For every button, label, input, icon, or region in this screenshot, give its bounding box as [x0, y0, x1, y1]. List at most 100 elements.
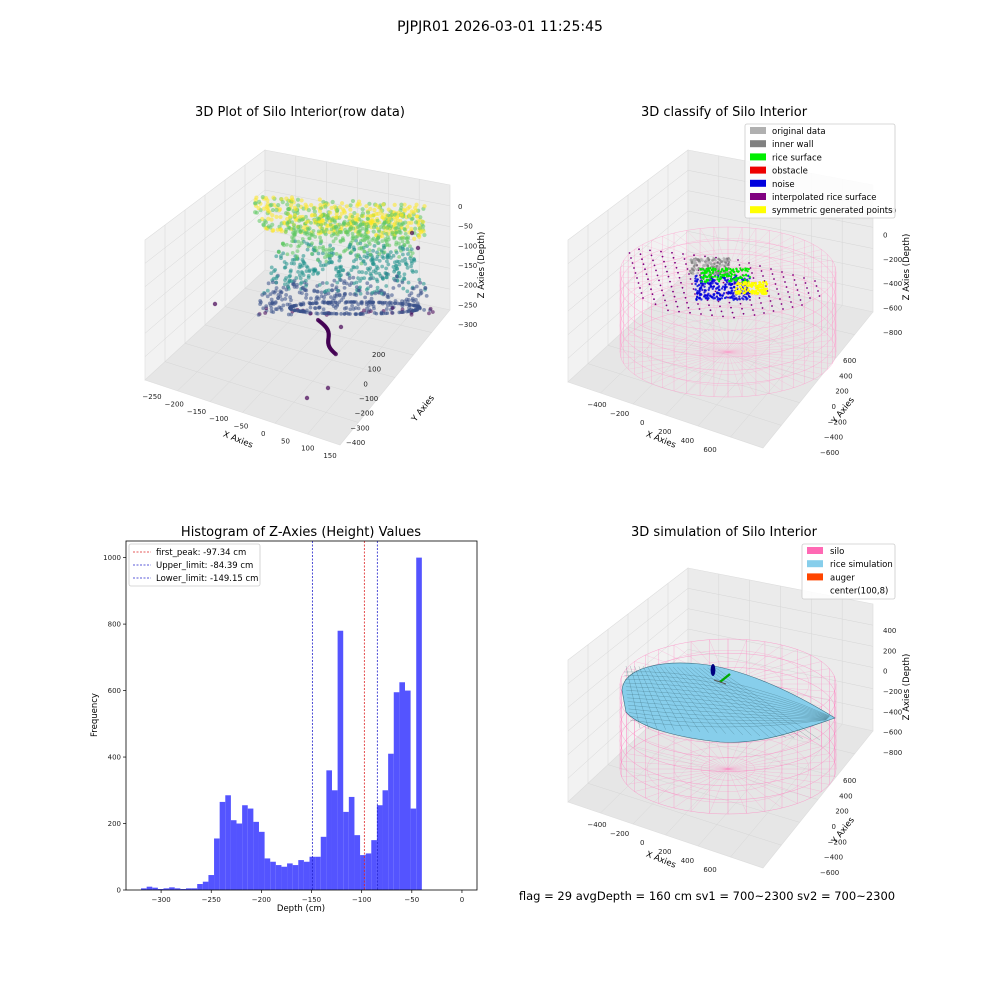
rice-point — [741, 268, 744, 272]
data-point — [212, 301, 218, 307]
data-point — [288, 295, 293, 299]
data-point — [342, 279, 347, 284]
interpolated-point — [782, 308, 784, 310]
noise-point — [698, 296, 701, 300]
x-axis-label: Depth (cm) — [277, 904, 325, 914]
interpolated-point — [659, 284, 662, 287]
data-point — [253, 197, 258, 203]
data-point — [351, 259, 356, 264]
noise-point — [730, 289, 733, 293]
data-point — [386, 295, 391, 300]
data-point — [269, 265, 274, 270]
legend-label: auger — [830, 573, 855, 583]
interpolated-point — [673, 295, 676, 298]
histogram-bar — [169, 887, 175, 890]
data-point — [265, 288, 270, 293]
auger — [710, 664, 731, 685]
noise-point — [707, 288, 710, 292]
mesh-line — [625, 665, 641, 729]
data-point — [347, 276, 352, 281]
tick-label: 600 — [843, 777, 856, 785]
data-point — [409, 247, 414, 252]
tick-label: −150 — [187, 408, 206, 416]
data-point — [295, 197, 301, 202]
auger-shaft — [713, 679, 727, 685]
suptitle: PJPJR01 2026-03-01 11:25:45 — [397, 19, 603, 35]
symmetric-point — [744, 280, 747, 284]
symmetric-point — [737, 290, 740, 293]
interpolated-point — [704, 255, 706, 258]
data-point — [321, 199, 326, 205]
data-point — [428, 306, 433, 311]
rice-point — [710, 268, 713, 272]
classified-points — [628, 248, 821, 319]
x-tick-labels: −400 −200 0 200 400 600 — [587, 401, 716, 454]
data-point — [270, 228, 275, 233]
data-point — [366, 286, 370, 291]
interpolated-point — [674, 261, 676, 264]
symmetric-point — [738, 283, 742, 286]
y-tick-labels: 200 1000 −100 −200 −300 −400 — [346, 351, 385, 447]
data-point — [387, 216, 391, 221]
data-point — [389, 255, 393, 260]
interpolated-point — [762, 275, 764, 277]
data-point — [297, 214, 302, 219]
data-point — [362, 249, 367, 254]
data-point — [396, 259, 401, 264]
data-point — [274, 286, 279, 290]
data-point — [283, 230, 288, 234]
data-point — [390, 230, 395, 235]
rice-point — [711, 271, 714, 274]
noise-point — [718, 288, 721, 292]
data-point — [393, 231, 398, 236]
wall-point — [715, 264, 718, 268]
data-point — [386, 255, 390, 260]
data-point — [367, 248, 372, 253]
rice-point — [703, 280, 706, 283]
data-point — [269, 217, 274, 222]
mesh-line — [660, 666, 709, 733]
histogram-bars — [141, 557, 422, 890]
data-point — [370, 257, 375, 262]
data-point — [395, 214, 400, 219]
interpolated-point — [795, 284, 797, 286]
data-point — [282, 220, 287, 225]
noise-point — [711, 278, 714, 281]
interpolated-point — [677, 271, 679, 274]
data-point — [330, 260, 334, 265]
mesh-line — [627, 697, 828, 719]
data-point — [333, 352, 338, 357]
data-point — [370, 219, 375, 224]
data-point — [261, 206, 267, 211]
data-point — [394, 240, 399, 245]
data-point — [405, 247, 410, 252]
data-point — [274, 280, 279, 285]
data-point — [283, 297, 288, 301]
data-point — [356, 288, 361, 293]
data-point — [380, 254, 385, 259]
interpolated-point — [771, 305, 773, 307]
rice-point — [743, 278, 747, 281]
data-point — [278, 305, 283, 310]
data-point — [348, 203, 353, 208]
data-point — [271, 195, 276, 200]
wall-point — [690, 260, 694, 264]
mesh-line — [628, 705, 828, 719]
noise-point — [738, 298, 742, 301]
data-point — [409, 226, 414, 231]
auger-green — [719, 673, 731, 683]
data-point — [292, 257, 297, 262]
data-point — [380, 276, 385, 281]
interpolated-point — [763, 312, 765, 314]
symmetric-point — [748, 290, 752, 294]
data-point — [292, 282, 296, 287]
data-point — [377, 259, 382, 263]
noise-point — [730, 291, 733, 295]
histogram-bar — [281, 866, 288, 890]
data-point — [308, 231, 312, 236]
data-point — [378, 225, 383, 229]
noise-point — [703, 285, 706, 288]
data-point — [298, 229, 302, 234]
symmetric-point — [741, 283, 745, 287]
mesh-line — [624, 675, 830, 717]
